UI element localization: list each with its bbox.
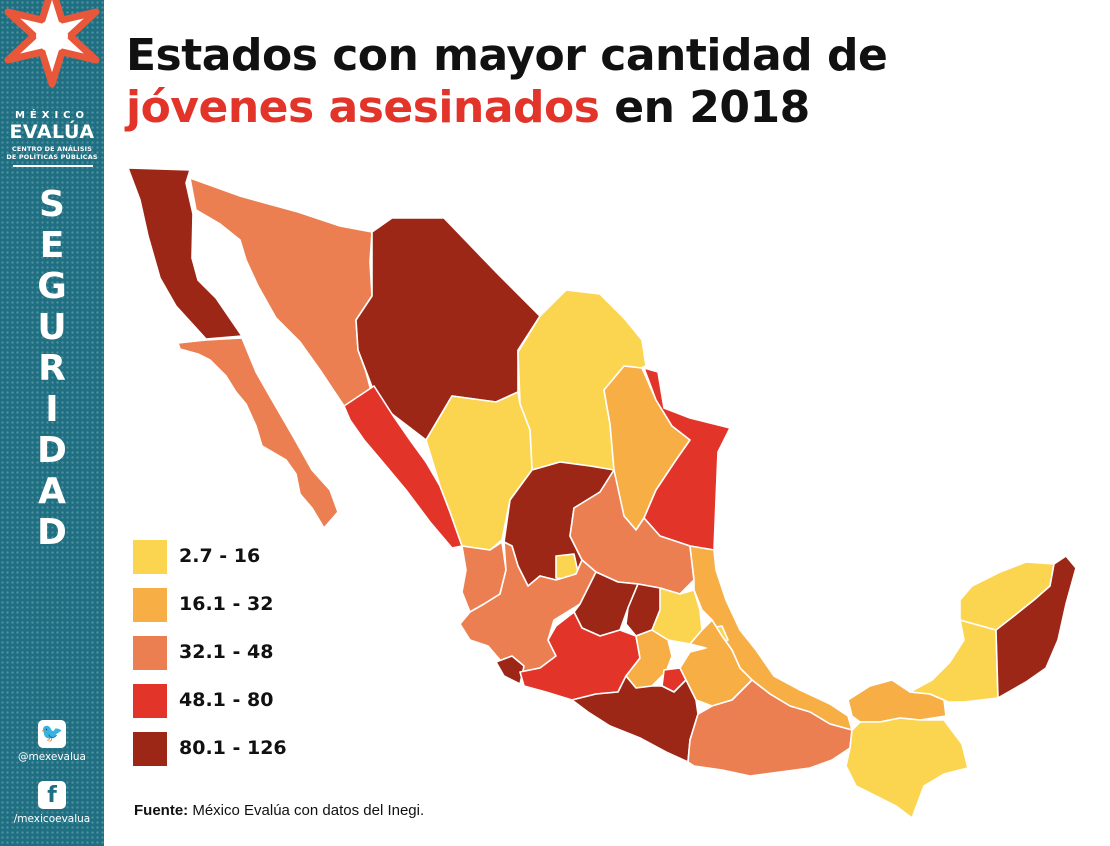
legend-label: 48.1 - 80 (179, 689, 274, 711)
legend-item: 2.7 - 16 (133, 540, 353, 574)
mexico-evalua-star-logo-icon (4, 0, 100, 88)
section-name-vertical: S E G U R I D A D (0, 184, 104, 553)
facebook-icon[interactable]: f (38, 781, 66, 809)
legend-item: 16.1 - 32 (133, 588, 353, 622)
state-guerrero (571, 675, 699, 763)
section-letter: I (45, 389, 59, 430)
state-baja-california (127, 167, 243, 340)
section-letter: U (37, 307, 67, 348)
state-jalisco (459, 541, 597, 673)
section-letter: S (39, 184, 65, 225)
section-letter: D (37, 512, 67, 553)
brand-name: EVALÚA (9, 121, 95, 143)
legend-swatch (133, 732, 167, 766)
title-line2-rest: en 2018 (614, 82, 810, 133)
source-label: Fuente: (134, 802, 189, 819)
source-text: México Evalúa con datos del Inegi. (192, 802, 425, 819)
section-letter: R (38, 348, 66, 389)
source-note: Fuente: México Evalúa con datos del Ineg… (134, 802, 424, 819)
state-baja-california-sur (177, 337, 339, 529)
legend-label: 32.1 - 48 (179, 641, 274, 663)
twitter-icon[interactable]: 🐦 (38, 720, 66, 748)
state-campeche (909, 619, 999, 703)
brand-country: MÉXICO (14, 110, 90, 121)
legend-label: 2.7 - 16 (179, 545, 261, 567)
section-letter: D (37, 430, 67, 471)
legend-swatch (133, 540, 167, 574)
state-sonora (189, 177, 375, 407)
brand-divider (13, 165, 93, 167)
state-chiapas (845, 717, 969, 819)
legend-item: 32.1 - 48 (133, 636, 353, 670)
state-estado-de-mexico (625, 629, 673, 689)
legend-swatch (133, 636, 167, 670)
brand-subtitle-line2: DE POLÍTICAS PÚBLICAS (6, 153, 98, 161)
brand-subtitle-line1: CENTRO DE ANÁLISIS (11, 145, 93, 153)
legend-item: 80.1 - 126 (133, 732, 353, 766)
legend-label: 16.1 - 32 (179, 593, 274, 615)
legend-swatch (133, 684, 167, 718)
legend-item: 48.1 - 80 (133, 684, 353, 718)
sidebar: MÉXICO EVALÚA CENTRO DE ANÁLISIS DE POLÍ… (0, 0, 104, 846)
facebook-handle[interactable]: /mexicoevalua (13, 813, 91, 825)
twitter-handle[interactable]: @mexevalua (17, 751, 86, 763)
section-letter: A (38, 471, 66, 512)
section-letter: G (37, 266, 67, 307)
state-quintana-roo (995, 555, 1077, 699)
title-line1: Estados con mayor cantidad de (126, 30, 888, 81)
title-accent: jóvenes asesinados (126, 82, 600, 133)
legend-swatch (133, 588, 167, 622)
map-title: Estados con mayor cantidad de jóvenes as… (126, 30, 888, 134)
section-letter: E (39, 225, 65, 266)
legend-label: 80.1 - 126 (179, 737, 287, 759)
